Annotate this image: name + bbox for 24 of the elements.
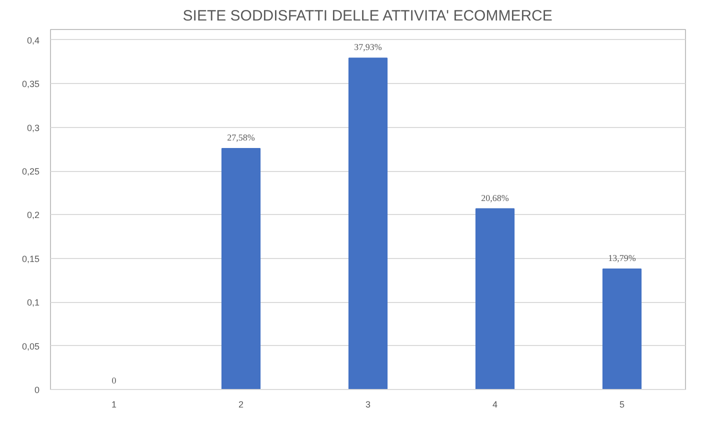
- data-label: 0: [112, 376, 117, 386]
- x-tick-label: 2: [238, 400, 244, 410]
- x-tick-label: 5: [619, 400, 625, 410]
- bar: [602, 268, 642, 390]
- y-tick-label: 0: [34, 385, 40, 395]
- bar: [475, 208, 515, 390]
- data-label: 20,68%: [481, 192, 510, 203]
- bar: [348, 58, 388, 390]
- y-tick-label: 0,3: [26, 122, 40, 133]
- y-tick-label: 0,05: [22, 341, 40, 352]
- data-label: 13,79%: [608, 253, 636, 264]
- y-tick-label: 0,4: [26, 35, 40, 46]
- x-tick-label: 4: [492, 400, 498, 410]
- bar: [221, 148, 261, 390]
- y-tick-label: 0,15: [22, 254, 40, 264]
- x-tick-label: 1: [111, 400, 117, 410]
- data-label: 37,93%: [354, 42, 382, 52]
- y-tick-label: 0,35: [22, 79, 40, 90]
- y-tick-label: 0,1: [26, 298, 40, 308]
- x-tick-label: 3: [365, 400, 371, 410]
- chart-title: SIETE SODDISFATTI DELLE ATTIVITA' ECOMMERCE: [182, 8, 552, 24]
- y-tick-label: 0,25: [22, 166, 40, 177]
- y-tick-label: 0,2: [26, 210, 40, 220]
- data-label: 27,58%: [227, 132, 256, 143]
